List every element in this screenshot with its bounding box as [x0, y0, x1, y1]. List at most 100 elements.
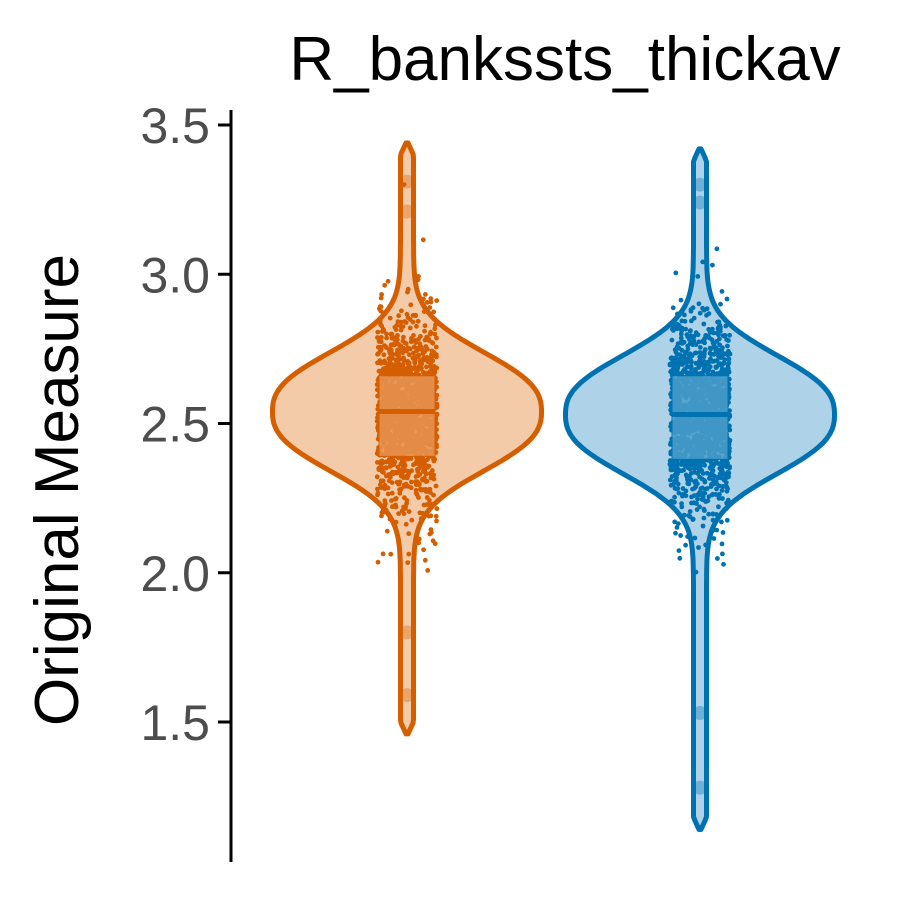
data-point — [417, 458, 422, 464]
data-point — [696, 545, 701, 550]
data-point — [707, 345, 713, 351]
data-point — [719, 541, 725, 547]
data-point — [668, 467, 674, 473]
data-point — [417, 522, 423, 528]
data-point — [429, 340, 435, 345]
data-point — [434, 506, 440, 512]
data-point — [672, 519, 678, 525]
data-point — [429, 473, 434, 478]
data-point — [407, 346, 413, 352]
data-point — [383, 365, 389, 371]
data-point — [726, 356, 732, 362]
data-point — [421, 547, 426, 553]
data-point — [423, 308, 429, 313]
data-point — [379, 469, 385, 474]
data-point — [689, 500, 694, 506]
data-point — [690, 517, 696, 522]
data-point — [385, 491, 391, 497]
data-point — [431, 364, 437, 369]
y-axis-label: Original Measure — [23, 254, 92, 726]
data-point — [716, 495, 722, 501]
data-point — [424, 478, 430, 484]
data-point — [717, 370, 723, 376]
data-point — [399, 458, 405, 463]
data-point — [720, 496, 725, 501]
data-point — [676, 490, 682, 496]
data-point — [700, 523, 706, 529]
data-point — [424, 335, 430, 340]
data-point — [412, 359, 417, 364]
data-point — [408, 339, 414, 345]
data-point — [425, 457, 430, 462]
data-point — [706, 511, 712, 517]
data-point — [422, 323, 428, 329]
data-point — [420, 457, 426, 463]
data-point — [395, 347, 400, 353]
data-point — [375, 490, 381, 496]
data-point — [706, 494, 712, 499]
data-point — [427, 331, 433, 337]
data-point — [431, 309, 436, 315]
data-point — [688, 462, 694, 467]
data-point — [414, 369, 419, 375]
data-point — [668, 499, 674, 505]
data-point — [416, 336, 421, 342]
data-point — [673, 270, 679, 276]
data-point — [417, 363, 423, 368]
data-point — [688, 307, 694, 312]
data-point — [424, 495, 430, 500]
data-point — [423, 344, 429, 349]
data-point — [406, 352, 412, 358]
data-point — [727, 351, 733, 357]
data-point — [426, 508, 431, 514]
data-point — [716, 483, 722, 489]
data-point — [387, 516, 393, 522]
data-point — [424, 364, 429, 370]
data-point — [413, 474, 419, 479]
data-point — [393, 469, 398, 475]
data-point — [396, 342, 402, 348]
data-point — [697, 354, 703, 360]
data-point — [679, 501, 684, 506]
data-point — [707, 465, 713, 470]
data-point — [397, 487, 402, 492]
data-point — [406, 509, 412, 514]
y-tick-label: 3.0 — [140, 247, 210, 303]
data-point — [725, 362, 731, 368]
data-point — [375, 329, 381, 335]
data-point — [377, 368, 383, 374]
data-point — [672, 494, 677, 500]
data-point — [689, 494, 694, 500]
data-point — [397, 468, 402, 473]
data-point — [434, 335, 439, 341]
data-point — [678, 331, 684, 337]
data-point — [697, 504, 702, 510]
data-point — [685, 481, 691, 486]
data-point — [696, 363, 702, 369]
data-point — [704, 306, 710, 312]
data-point — [376, 351, 381, 356]
data-point — [416, 536, 422, 542]
outlier-point — [400, 204, 414, 219]
data-point — [677, 358, 683, 364]
data-point — [411, 350, 416, 356]
data-point — [687, 351, 692, 357]
data-point — [697, 350, 703, 355]
data-point — [401, 511, 407, 517]
data-point — [673, 355, 678, 361]
data-point — [694, 501, 699, 506]
data-point — [725, 343, 730, 349]
data-point — [711, 461, 717, 467]
data-point — [426, 513, 432, 519]
data-point — [700, 259, 706, 265]
data-point — [678, 327, 684, 332]
data-point — [675, 521, 681, 526]
data-point — [387, 366, 393, 371]
data-point — [681, 339, 687, 345]
data-point — [695, 493, 701, 498]
data-point — [380, 508, 386, 514]
data-point — [685, 477, 690, 482]
violin-group — [563, 146, 837, 832]
data-point — [375, 335, 380, 340]
data-point — [714, 492, 719, 497]
